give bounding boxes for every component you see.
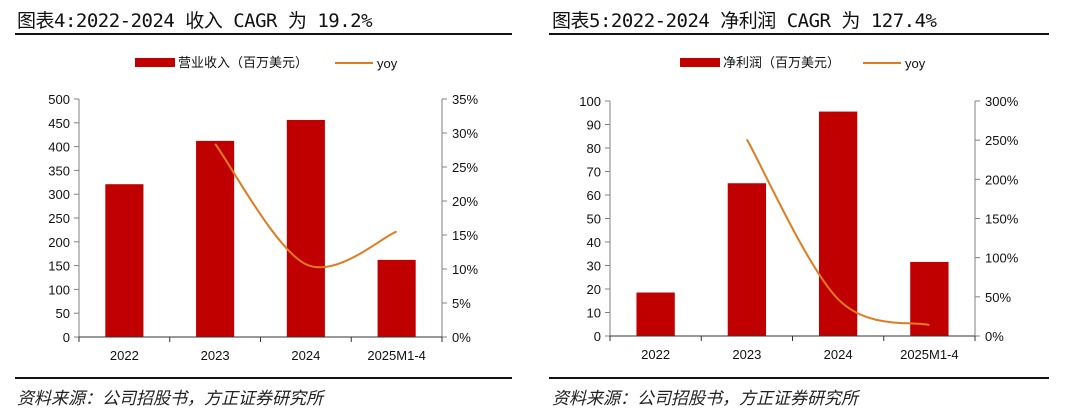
right-tick-label: 35% bbox=[452, 92, 478, 107]
chart-title: 图表5:2022-2024 净利润 CAGR 为 127.4% bbox=[552, 10, 937, 32]
legend-bar-label: 营业收入（百万美元） bbox=[178, 55, 308, 70]
left-tick-label: 450 bbox=[48, 116, 70, 131]
legend-line-label: yoy bbox=[905, 56, 926, 71]
left-tick-label: 40 bbox=[587, 235, 601, 250]
bar-2024 bbox=[286, 119, 325, 337]
left-tick-label: 30 bbox=[587, 259, 601, 274]
x-tick-label: 2025M1-4 bbox=[900, 347, 959, 362]
right-tick-label: 250% bbox=[985, 133, 1019, 148]
revenue-chart: 营业收入（百万美元） yoy 0 50 100 150 200 250 300 350 400 450… bbox=[48, 55, 478, 363]
legend-line-label: yoy bbox=[377, 56, 398, 71]
right-tick-label: 10% bbox=[452, 262, 478, 277]
x-tick-label: 2024 bbox=[291, 348, 320, 363]
left-tick-label: 90 bbox=[587, 118, 601, 133]
x-tick-label: 2022 bbox=[641, 347, 670, 362]
x-tick-label: 2023 bbox=[732, 347, 761, 362]
right-tick-label: 50% bbox=[985, 290, 1011, 305]
left-tick-label: 100 bbox=[48, 282, 70, 297]
left-tick-label: 50 bbox=[587, 212, 601, 227]
bar-2024 bbox=[818, 111, 858, 336]
source-divider bbox=[15, 377, 512, 379]
right-tick-label: 200% bbox=[985, 172, 1019, 187]
net-profit-chart: 净利润（百万美元） yoy 0 10 20 30 40 50 60 70 80 90 100 0% 50% 1… bbox=[579, 55, 1019, 362]
title-divider bbox=[549, 33, 1049, 35]
right-tick-label: 0% bbox=[452, 330, 471, 345]
right-tick-label: 15% bbox=[452, 228, 478, 243]
right-tick-label: 20% bbox=[452, 194, 478, 209]
legend-bar-swatch bbox=[680, 58, 720, 67]
x-tick-label: 2022 bbox=[110, 348, 139, 363]
left-tick-label: 350 bbox=[48, 163, 70, 178]
right-tick-label: 25% bbox=[452, 160, 478, 175]
left-tick-label: 0 bbox=[63, 330, 70, 345]
yoy-line bbox=[746, 138, 930, 327]
bar-2023 bbox=[196, 140, 235, 337]
left-tick-label: 80 bbox=[587, 141, 601, 156]
left-tick-label: 300 bbox=[48, 187, 70, 202]
chart-title: 图表4:2022-2024 收入 CAGR 为 19.2% bbox=[17, 10, 373, 32]
x-tick-label: 2023 bbox=[201, 348, 230, 363]
right-tick-label: 30% bbox=[452, 126, 478, 141]
source-note: 资料来源：公司招股书，方正证券研究所 bbox=[552, 389, 858, 409]
left-tick-label: 150 bbox=[48, 259, 70, 274]
chart-panel-revenue: 图表4:2022-2024 收入 CAGR 为 19.2% 营业收入（百万美元）… bbox=[0, 0, 534, 411]
left-tick-label: 60 bbox=[587, 188, 601, 203]
left-tick-label: 50 bbox=[56, 306, 70, 321]
x-tick-label: 2024 bbox=[824, 347, 853, 362]
bar-2022 bbox=[105, 184, 144, 337]
yoy-line bbox=[214, 143, 398, 269]
bar-2023 bbox=[727, 183, 767, 336]
source-divider bbox=[549, 377, 1049, 379]
left-tick-label: 70 bbox=[587, 165, 601, 180]
right-tick-label: 150% bbox=[985, 212, 1019, 227]
title-divider bbox=[15, 33, 512, 35]
left-tick-label: 10 bbox=[587, 306, 601, 321]
left-tick-label: 0 bbox=[594, 329, 601, 344]
right-tick-label: 5% bbox=[452, 296, 471, 311]
right-tick-label: 100% bbox=[985, 251, 1019, 266]
left-tick-label: 250 bbox=[48, 211, 70, 226]
left-tick-label: 20 bbox=[587, 282, 601, 297]
left-tick-label: 200 bbox=[48, 235, 70, 250]
bar-2022 bbox=[636, 292, 675, 336]
right-tick-label: 300% bbox=[985, 94, 1019, 109]
legend-bar-swatch bbox=[135, 58, 175, 67]
legend-bar-label: 净利润（百万美元） bbox=[723, 55, 840, 70]
right-tick-label: 0% bbox=[985, 329, 1004, 344]
x-tick-label: 2025M1-4 bbox=[367, 348, 426, 363]
left-tick-label: 500 bbox=[48, 92, 70, 107]
source-note: 资料来源：公司招股书，方正证券研究所 bbox=[17, 389, 323, 409]
bar-2025M1-4 bbox=[377, 259, 416, 337]
left-tick-label: 100 bbox=[579, 94, 601, 109]
chart-panel-net-profit: 图表5:2022-2024 净利润 CAGR 为 127.4% 净利润（百万美元… bbox=[535, 0, 1069, 411]
left-tick-label: 400 bbox=[48, 140, 70, 155]
